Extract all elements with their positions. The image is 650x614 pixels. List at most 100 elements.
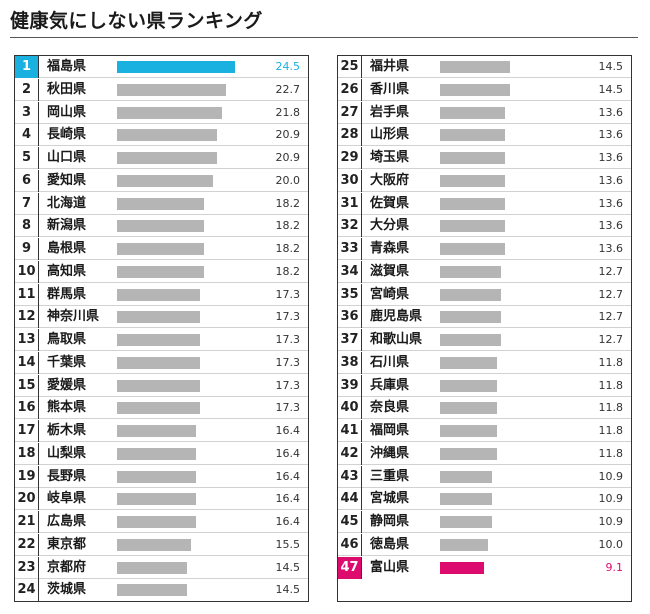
ranking-row: 5 山口県 20.9: [15, 147, 308, 169]
prefecture-name: 愛媛県: [47, 377, 87, 393]
ranking-row: 45 静岡県 10.9: [338, 511, 631, 533]
rank-number: 36: [338, 306, 362, 329]
rank-number: 32: [338, 215, 362, 238]
value-label: 13.6: [598, 196, 624, 210]
prefecture-name: 山口県: [47, 150, 87, 165]
ranking-row: 1 福島県 24.5: [15, 56, 308, 78]
ranking-row: 2 秋田県 22.7: [15, 78, 308, 101]
rank-number: 38: [338, 351, 362, 374]
rank-number: 28: [338, 124, 362, 147]
rank-number: 35: [338, 283, 362, 306]
value-bar: [440, 129, 506, 142]
prefecture-name: 福島県: [47, 59, 87, 74]
value-bar: [117, 152, 218, 164]
ranking-row: 32 大分県 13.6: [338, 215, 631, 238]
page-title: 健康気にしない県ランキング: [10, 10, 263, 32]
rank-number: 5: [15, 147, 39, 169]
prefecture-name: 栃木県: [47, 423, 87, 438]
prefecture-name: 新潟県: [47, 218, 87, 234]
ranking-row: 20 岐阜県 16.4: [15, 488, 308, 511]
prefecture-name: 鳥取県: [47, 332, 87, 347]
rank-number: 19: [15, 465, 39, 488]
value-bar: [440, 197, 506, 210]
value-label: 12.7: [598, 287, 624, 301]
value-bar: [440, 447, 497, 460]
ranking-row: 29 埼玉県 13.6: [338, 147, 631, 169]
rank-number: 33: [338, 238, 362, 260]
rank-number: 46: [338, 533, 362, 556]
prefecture-name: 北海道: [47, 195, 87, 211]
value-bar: [117, 197, 205, 210]
rank-number: 47: [338, 556, 362, 579]
rank-number: 43: [338, 465, 362, 488]
prefecture-name: 千葉県: [47, 354, 87, 370]
value-bar: [117, 334, 201, 346]
value-label: 24.5: [275, 60, 301, 73]
prefecture-name: 高知県: [47, 263, 87, 279]
prefecture-name: 山梨県: [47, 445, 87, 461]
ranking-row: 12 神奈川県 17.3: [15, 306, 308, 329]
value-bar: [117, 243, 205, 255]
value-bar: [117, 425, 196, 437]
value-bar: [117, 129, 218, 142]
value-label: 20.9: [275, 151, 301, 164]
rank-number: 10: [15, 260, 39, 283]
prefecture-name: 大分県: [370, 218, 410, 234]
value-label: 10.9: [598, 492, 624, 506]
ranking-row: 46 徳島県 10.0: [338, 533, 631, 556]
value-bar: [117, 356, 201, 369]
value-bar: [117, 561, 187, 574]
prefecture-name: 兵庫県: [370, 377, 410, 393]
value-label: 14.5: [598, 60, 624, 73]
value-label: 16.4: [275, 446, 301, 460]
value-bar: [440, 379, 497, 392]
rank-number: 7: [15, 192, 39, 215]
prefecture-name: 石川県: [370, 354, 410, 370]
value-label: 17.3: [275, 333, 301, 346]
rank-number: 11: [15, 283, 39, 306]
ranking-row: 42 沖縄県 11.8: [338, 442, 631, 465]
value-bar: [440, 561, 484, 574]
value-label: 11.8: [598, 424, 624, 437]
value-label: 10.9: [598, 469, 624, 483]
value-label: 20.0: [275, 173, 301, 187]
ranking-row: 18 山梨県 16.4: [15, 442, 308, 465]
value-bar: [117, 265, 205, 278]
value-label: 17.3: [275, 310, 301, 324]
value-label: 13.6: [598, 173, 624, 187]
value-label: 21.8: [275, 105, 301, 119]
rank-number: 45: [338, 511, 362, 533]
value-bar: [117, 288, 201, 301]
prefecture-name: 青森県: [370, 241, 410, 256]
prefecture-name: 島根県: [47, 241, 87, 256]
value-bar: [117, 379, 201, 392]
rank-number: 29: [338, 147, 362, 169]
value-label: 20.9: [275, 128, 301, 142]
value-label: 16.4: [275, 492, 301, 506]
prefecture-name: 宮崎県: [370, 286, 410, 302]
ranking-row: 13 鳥取県 17.3: [15, 329, 308, 351]
rank-number: 34: [338, 260, 362, 283]
rank-number: 44: [338, 488, 362, 511]
prefecture-name: 富山県: [370, 559, 410, 575]
ranking-row: 11 群馬県 17.3: [15, 283, 308, 306]
ranking-row: 23 京都府 14.5: [15, 556, 308, 579]
value-bar: [440, 538, 488, 551]
value-bar: [440, 220, 506, 233]
rank-number: 15: [15, 374, 39, 397]
value-label: 13.6: [598, 128, 624, 142]
value-label: 10.9: [598, 515, 624, 528]
ranking-row: 44 宮城県 10.9: [338, 488, 631, 511]
value-bar: [117, 447, 196, 460]
rank-number: 30: [338, 169, 362, 192]
value-label: 11.8: [598, 378, 624, 392]
prefecture-name: 群馬県: [47, 286, 87, 302]
prefecture-name: 静岡県: [370, 514, 410, 529]
rank-number: 8: [15, 215, 39, 238]
value-bar: [117, 61, 235, 73]
prefecture-name: 三重県: [370, 468, 410, 484]
value-label: 13.6: [598, 105, 624, 119]
prefecture-name: 岐阜県: [47, 491, 87, 507]
prefecture-name: 福岡県: [370, 423, 410, 438]
prefecture-name: 奈良県: [370, 400, 410, 416]
